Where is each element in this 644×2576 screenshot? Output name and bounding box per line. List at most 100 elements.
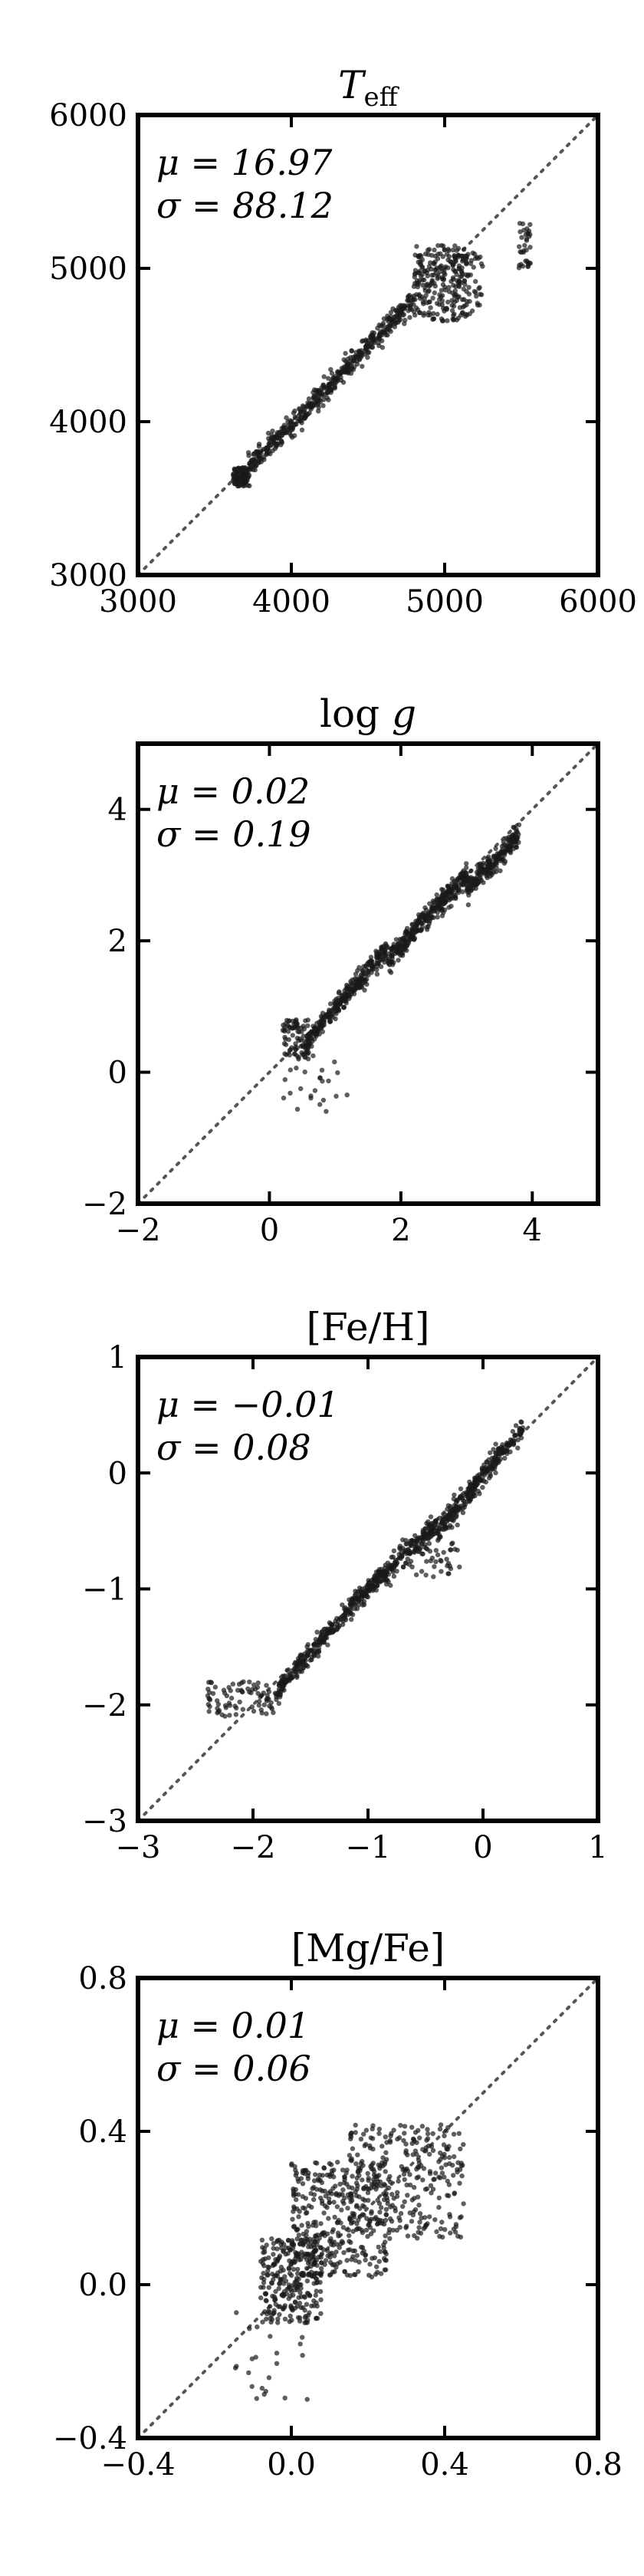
data-point xyxy=(518,229,523,235)
data-point xyxy=(304,2279,310,2284)
data-point xyxy=(325,1642,330,1648)
data-point xyxy=(435,1528,440,1534)
data-point xyxy=(256,442,262,447)
data-point xyxy=(271,1710,276,1715)
data-point xyxy=(335,2230,341,2236)
data-point xyxy=(477,284,482,291)
data-point xyxy=(493,1470,498,1476)
data-point xyxy=(292,2299,298,2305)
data-point xyxy=(450,247,456,253)
data-point xyxy=(334,2249,339,2255)
data-point xyxy=(394,1569,399,1574)
data-point xyxy=(305,1641,310,1648)
data-point xyxy=(502,849,508,856)
data-point xyxy=(313,1637,319,1642)
data-point xyxy=(378,2271,384,2276)
data-point xyxy=(448,2230,453,2236)
data-point xyxy=(446,284,452,290)
data-point xyxy=(306,1050,311,1056)
data-point xyxy=(428,2183,434,2188)
data-point xyxy=(485,859,491,865)
data-point xyxy=(278,2246,284,2251)
data-point xyxy=(298,2305,304,2311)
data-point xyxy=(288,2261,294,2267)
data-point xyxy=(294,2275,300,2281)
data-point xyxy=(412,271,418,277)
data-point xyxy=(247,483,252,488)
data-point xyxy=(377,1571,383,1577)
data-point xyxy=(264,1711,269,1717)
data-point xyxy=(451,2131,457,2137)
data-point xyxy=(435,276,440,281)
x-tick-label: −2 xyxy=(116,1213,161,1248)
data-point xyxy=(498,868,503,874)
data-point xyxy=(516,822,522,828)
scatter-points xyxy=(205,1419,526,1719)
data-point xyxy=(247,1679,252,1684)
data-point xyxy=(423,2148,429,2154)
data-point xyxy=(340,2199,346,2204)
y-tick-label: 6000 xyxy=(49,98,127,133)
data-point xyxy=(388,1582,393,1589)
data-point xyxy=(270,448,275,453)
data-point xyxy=(361,2213,366,2218)
data-point xyxy=(265,2272,271,2278)
data-point xyxy=(334,2204,340,2210)
data-point xyxy=(376,2173,382,2178)
data-point xyxy=(354,1606,360,1612)
x-tick-label: −3 xyxy=(116,1830,161,1865)
data-point xyxy=(301,2270,307,2276)
data-point xyxy=(339,1617,344,1622)
data-point xyxy=(300,2252,306,2258)
data-point xyxy=(288,1090,293,1096)
data-point xyxy=(402,2199,407,2204)
data-point xyxy=(330,2227,336,2233)
data-point xyxy=(311,2196,317,2203)
data-point xyxy=(340,380,347,385)
data-point xyxy=(301,1658,306,1664)
data-point xyxy=(315,1654,321,1659)
data-point xyxy=(439,263,444,268)
data-point xyxy=(300,2353,305,2358)
data-point xyxy=(364,2216,370,2221)
data-point xyxy=(407,2172,412,2177)
y-tick-label: 1 xyxy=(108,1340,127,1375)
data-point xyxy=(344,2258,350,2263)
data-point xyxy=(460,310,465,315)
data-point xyxy=(342,2174,347,2180)
data-point xyxy=(367,2262,373,2267)
data-point xyxy=(292,414,298,420)
data-point xyxy=(286,2282,291,2288)
data-point xyxy=(313,393,319,399)
data-point xyxy=(317,2236,322,2241)
data-point xyxy=(325,2248,330,2253)
data-point xyxy=(508,837,514,843)
data-point xyxy=(311,2220,317,2225)
data-point xyxy=(467,298,472,304)
data-point xyxy=(496,1446,501,1451)
data-point xyxy=(304,2233,309,2238)
data-point xyxy=(511,824,516,830)
data-point xyxy=(452,253,457,258)
data-point xyxy=(327,2255,333,2260)
data-point xyxy=(278,2269,284,2274)
data-point xyxy=(445,299,451,305)
data-point xyxy=(501,860,508,866)
data-point xyxy=(447,1523,453,1529)
data-point xyxy=(311,1025,317,1031)
data-point xyxy=(470,250,475,256)
x-tick-label: −0.4 xyxy=(100,2447,175,2482)
data-point xyxy=(319,2232,324,2237)
data-point xyxy=(282,2395,288,2400)
data-point xyxy=(381,2181,387,2187)
data-point xyxy=(249,2384,255,2389)
data-point xyxy=(317,2288,324,2295)
data-point xyxy=(392,314,398,319)
data-point xyxy=(314,2242,320,2248)
data-point xyxy=(416,2160,422,2166)
x-tick-label: 0.8 xyxy=(573,2447,623,2482)
data-point xyxy=(334,2261,340,2266)
data-point xyxy=(367,2143,373,2148)
data-point xyxy=(296,1056,301,1062)
data-point xyxy=(485,868,491,874)
